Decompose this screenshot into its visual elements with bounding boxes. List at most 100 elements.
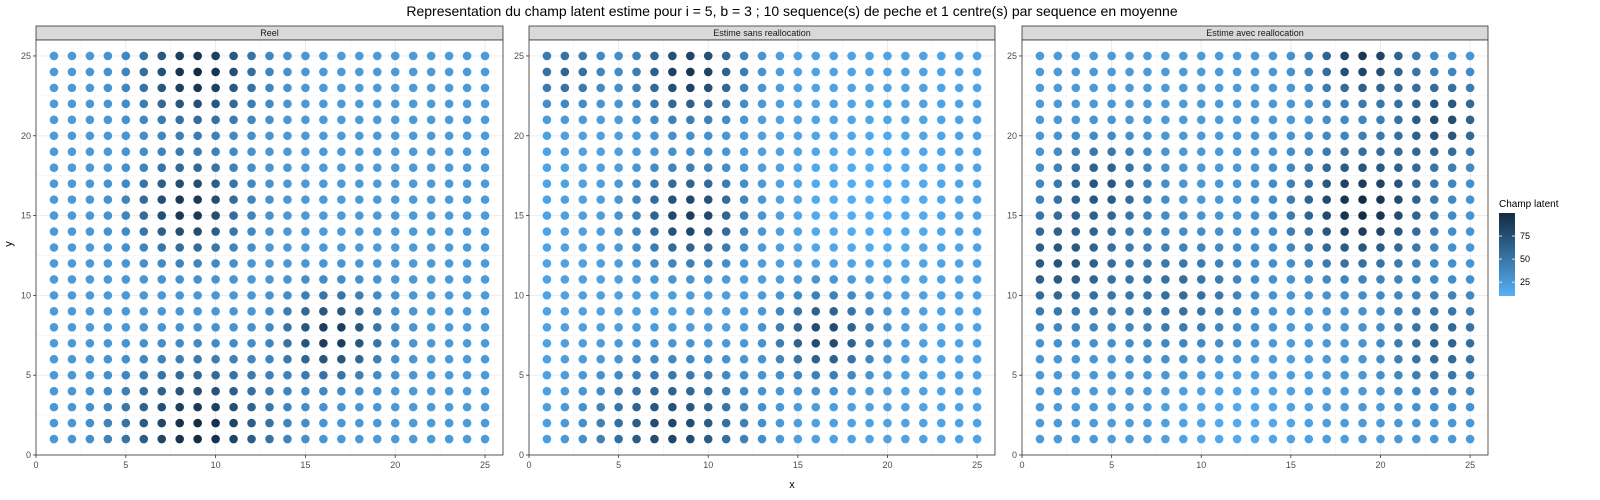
- data-point: [1232, 275, 1242, 284]
- data-point: [1304, 323, 1314, 332]
- data-point: [1250, 83, 1260, 93]
- data-point: [954, 179, 964, 188]
- data-point: [721, 115, 731, 125]
- data-point: [1232, 115, 1242, 125]
- data-point: [829, 179, 838, 188]
- data-point: [1304, 67, 1314, 77]
- data-point: [1053, 307, 1063, 316]
- data-point: [1071, 51, 1081, 61]
- data-point: [578, 211, 588, 220]
- data-point: [919, 179, 928, 188]
- points: [49, 51, 490, 444]
- data-point: [954, 386, 964, 396]
- data-point: [1053, 418, 1063, 428]
- data-point: [1107, 115, 1116, 125]
- data-point: [1071, 370, 1081, 380]
- data-point: [614, 291, 623, 300]
- data-point: [408, 67, 418, 77]
- data-point: [229, 83, 238, 93]
- data-point: [1107, 370, 1116, 380]
- data-point: [757, 147, 767, 157]
- data-point: [67, 211, 77, 220]
- data-point: [67, 338, 77, 348]
- data-point: [793, 323, 803, 332]
- data-point: [596, 67, 605, 77]
- data-point: [1035, 83, 1045, 93]
- data-point: [1268, 147, 1278, 157]
- data-point: [247, 115, 256, 125]
- data-point: [775, 307, 785, 316]
- data-point: [301, 259, 310, 268]
- data-point: [596, 434, 605, 444]
- data-point: [1196, 131, 1206, 141]
- data-point: [408, 354, 418, 364]
- data-point: [1322, 227, 1331, 236]
- data-point: [793, 163, 803, 172]
- data-point: [865, 227, 874, 236]
- data-point: [372, 386, 382, 396]
- data-point: [1053, 243, 1063, 252]
- data-point: [757, 211, 767, 220]
- data-point: [757, 307, 767, 316]
- data-point: [1071, 147, 1081, 157]
- data-point: [265, 51, 274, 61]
- data-point: [301, 291, 310, 300]
- data-point: [919, 354, 928, 364]
- data-point: [265, 83, 274, 93]
- data-point: [686, 51, 695, 61]
- data-point: [1376, 338, 1385, 348]
- data-point: [1465, 323, 1475, 332]
- data-point: [1107, 275, 1116, 284]
- data-point: [1322, 291, 1331, 300]
- data-point: [390, 243, 400, 252]
- data-point: [954, 211, 964, 220]
- data-point: [1143, 163, 1152, 172]
- data-point: [1125, 402, 1134, 412]
- data-point: [283, 99, 292, 109]
- data-point: [542, 243, 552, 252]
- data-point: [229, 323, 238, 332]
- data-point: [283, 370, 292, 380]
- data-point: [390, 163, 400, 172]
- data-point: [1412, 338, 1421, 348]
- data-point: [936, 163, 946, 172]
- data-point: [757, 354, 767, 364]
- data-point: [85, 51, 95, 61]
- data-point: [211, 67, 220, 77]
- data-point: [462, 338, 472, 348]
- data-point: [1286, 131, 1296, 141]
- data-point: [1196, 163, 1206, 172]
- data-point: [1268, 131, 1278, 141]
- data-point: [355, 83, 364, 93]
- data-point: [793, 195, 803, 204]
- data-point: [1376, 307, 1385, 316]
- data-point: [283, 307, 292, 316]
- data-point: [757, 179, 767, 188]
- data-point: [775, 195, 785, 204]
- data-point: [444, 243, 454, 252]
- data-point: [721, 259, 731, 268]
- data-point: [103, 259, 113, 268]
- data-point: [1465, 275, 1475, 284]
- data-point: [1161, 259, 1170, 268]
- data-point: [1447, 370, 1457, 380]
- data-point: [426, 211, 436, 220]
- data-point: [1089, 243, 1098, 252]
- data-point: [1053, 99, 1063, 109]
- data-point: [337, 402, 346, 412]
- data-point: [1376, 275, 1385, 284]
- data-point: [1358, 275, 1367, 284]
- data-point: [1394, 338, 1403, 348]
- data-point: [408, 291, 418, 300]
- data-point: [954, 115, 964, 125]
- data-point: [103, 147, 113, 157]
- data-point: [793, 386, 803, 396]
- data-point: [883, 211, 892, 220]
- data-point: [444, 402, 454, 412]
- data-point: [67, 402, 77, 412]
- data-point: [1089, 131, 1098, 141]
- data-point: [668, 259, 677, 268]
- data-point: [121, 307, 131, 316]
- data-point: [1161, 147, 1170, 157]
